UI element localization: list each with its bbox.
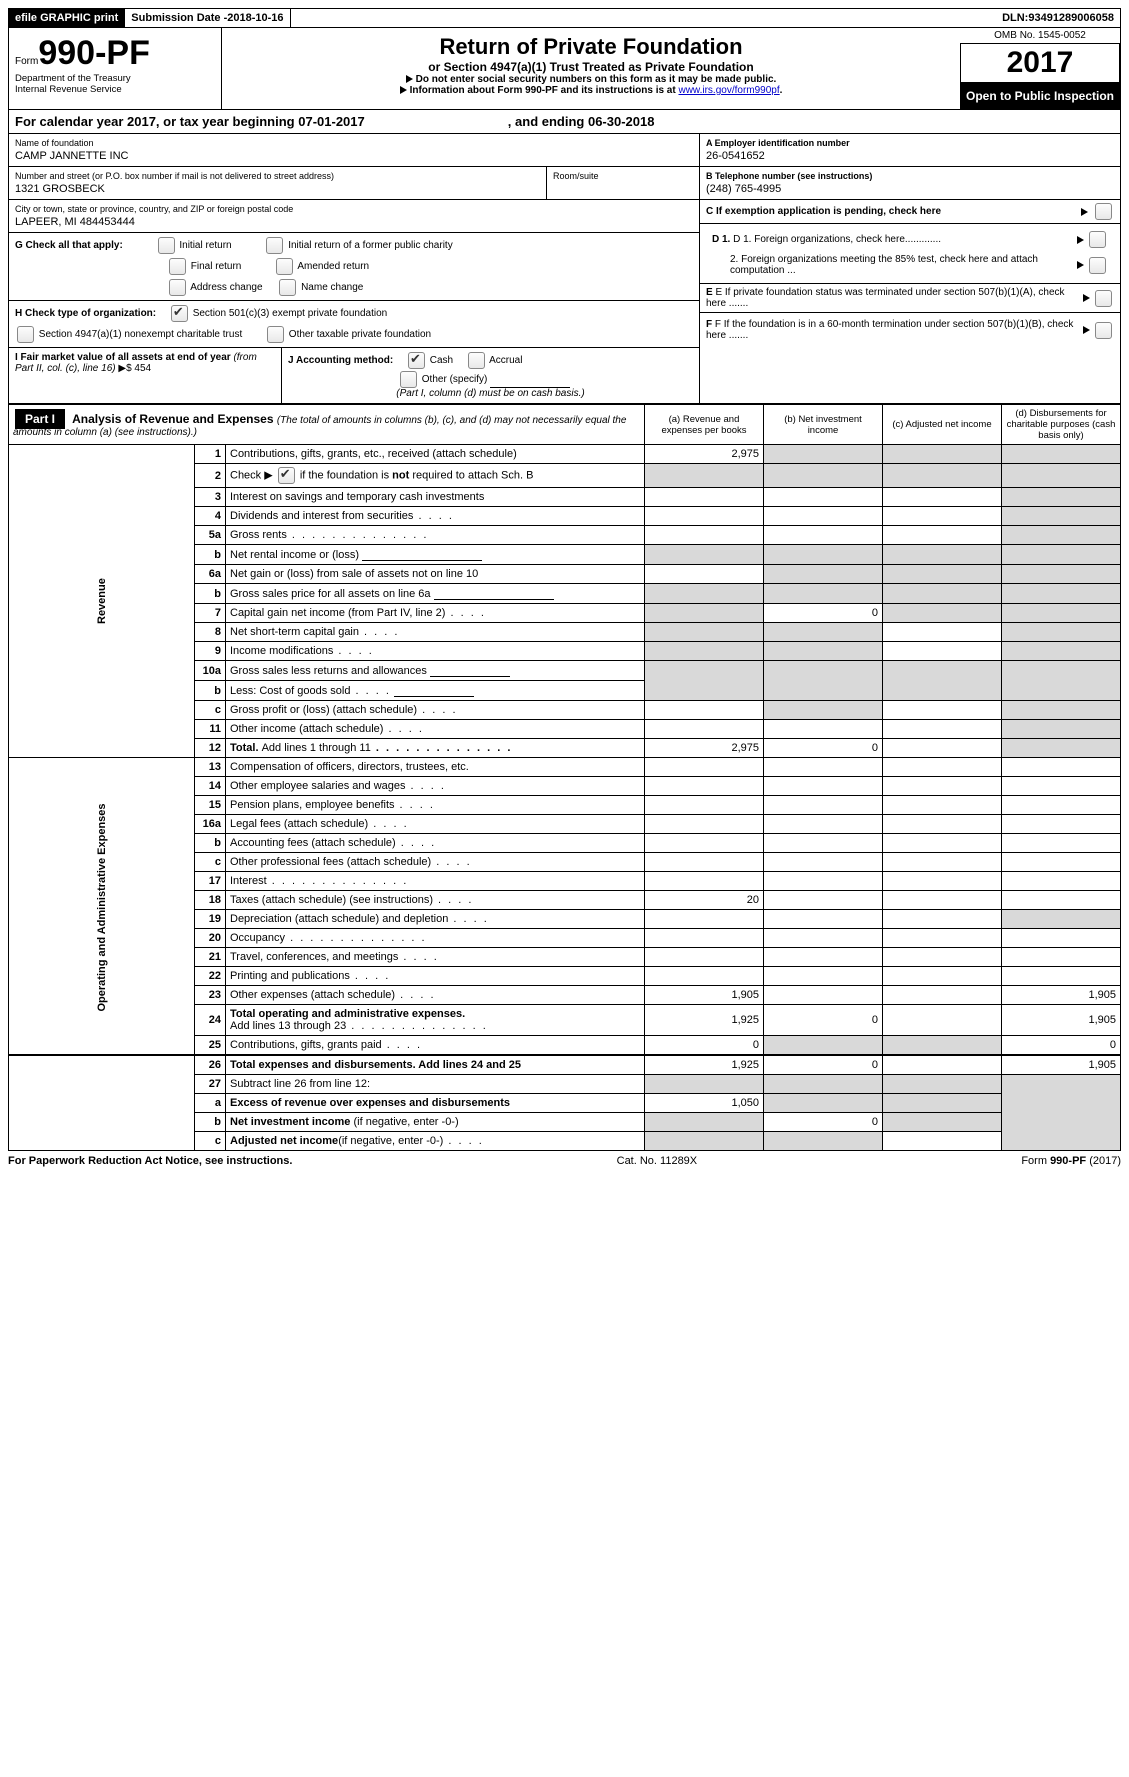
col-d-header: (d) Disbursements for charitable purpose… [1002, 405, 1121, 445]
tax-year: 2017 [1007, 46, 1074, 79]
arrow-icon [1077, 236, 1084, 244]
checkbox-4947a1[interactable] [17, 326, 34, 343]
col-a-header: (a) Revenue and expenses per books [645, 405, 764, 445]
arrow-icon [1081, 208, 1088, 216]
checkbox-final-return[interactable] [169, 258, 186, 275]
header-left: Form990-PF Department of the Treasury In… [9, 28, 222, 109]
checkbox-initial-former[interactable] [266, 237, 283, 254]
checkbox-other-method[interactable] [400, 371, 417, 388]
checkbox-sch-b[interactable] [278, 467, 295, 484]
table-row: 27Subtract line 26 from line 12: [9, 1075, 1121, 1094]
entity-info: Name of foundation CAMP JANNETTE INC Num… [8, 134, 1121, 404]
checkbox-accrual[interactable] [468, 352, 485, 369]
arrow-icon [1077, 261, 1084, 269]
table-row: 26Total expenses and disbursements. Add … [9, 1055, 1121, 1075]
page-footer: For Paperwork Reduction Act Notice, see … [8, 1151, 1121, 1171]
foundation-name: CAMP JANNETTE INC [15, 148, 693, 162]
checkbox-other-taxable[interactable] [267, 326, 284, 343]
expenses-side-label: Operating and Administrative Expenses [9, 758, 195, 1056]
submission-date: Submission Date - 2018-10-16 [125, 9, 290, 27]
section-g-label: G Check all that apply: [15, 240, 123, 251]
open-public: Open to Public Inspection [960, 83, 1120, 109]
street-address: 1321 GROSBECK [15, 181, 540, 195]
dept-treasury: Department of the Treasury [15, 73, 215, 84]
telephone: (248) 765-4995 [706, 181, 1114, 195]
dln: DLN: 93491289006058 [996, 9, 1120, 27]
section-h-label: H Check type of organization: [15, 308, 156, 319]
checkbox-cash[interactable] [408, 352, 425, 369]
dept-irs: Internal Revenue Service [15, 84, 215, 95]
checkbox-name-change[interactable] [279, 279, 296, 296]
efile-label: efile GRAPHIC print [9, 9, 125, 27]
checkbox-amended[interactable] [276, 258, 293, 275]
part1-table: Part I Analysis of Revenue and Expenses … [8, 404, 1121, 1151]
table-row: Operating and Administrative Expenses 13… [9, 758, 1121, 777]
omb-number: OMB No. 1545-0052 [960, 28, 1120, 44]
form-subtitle: or Section 4947(a)(1) Trust Treated as P… [228, 60, 954, 74]
col-c-header: (c) Adjusted net income [883, 405, 1002, 445]
form-title: Return of Private Foundation [228, 34, 954, 60]
checkbox-status-terminated[interactable] [1095, 290, 1112, 307]
part1-label: Part I [15, 409, 65, 429]
checkbox-exemption-pending[interactable] [1095, 203, 1112, 220]
checkbox-501c3[interactable] [171, 305, 188, 322]
checkbox-initial-return[interactable] [158, 237, 175, 254]
checkbox-foreign-org[interactable] [1089, 231, 1106, 248]
city-state-zip: LAPEER, MI 484453444 [15, 214, 693, 228]
revenue-side-label: Revenue [9, 445, 195, 758]
checkbox-address-change[interactable] [169, 279, 186, 296]
header-mid: Return of Private Foundation or Section … [222, 28, 960, 109]
checkbox-60month[interactable] [1095, 322, 1112, 339]
instructions-link[interactable]: www.irs.gov/form990pf [678, 85, 779, 96]
calendar-year: For calendar year 2017, or tax year begi… [8, 110, 1121, 134]
arrow-icon [1083, 326, 1090, 334]
ein: 26-0541652 [706, 148, 1114, 162]
col-b-header: (b) Net investment income [764, 405, 883, 445]
top-bar: efile GRAPHIC print Submission Date - 20… [8, 8, 1121, 28]
form-number: 990-PF [38, 34, 150, 72]
checkbox-foreign-85[interactable] [1089, 257, 1106, 274]
arrow-icon [1083, 294, 1090, 302]
arrow-icon [400, 86, 407, 94]
arrow-icon [406, 75, 413, 83]
header-right: OMB No. 1545-0052 2017 Open to Public In… [960, 28, 1120, 109]
fmv-value: 454 [134, 363, 151, 374]
table-row: Revenue 1Contributions, gifts, grants, e… [9, 445, 1121, 464]
form-header: Form990-PF Department of the Treasury In… [8, 28, 1121, 110]
